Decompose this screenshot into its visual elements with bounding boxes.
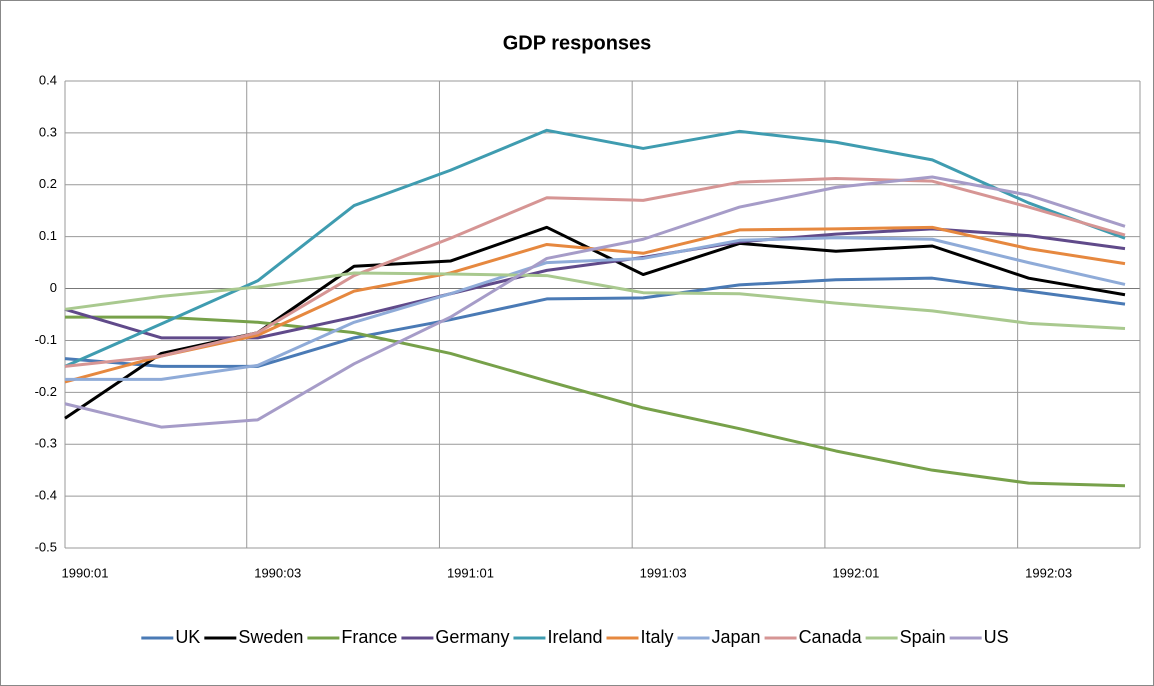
legend-label: France bbox=[341, 627, 397, 647]
y-tick-label: 0.3 bbox=[39, 124, 57, 139]
legend-label: Spain bbox=[900, 627, 946, 647]
legend-label: Germany bbox=[435, 627, 509, 647]
series-line bbox=[64, 271, 1126, 331]
y-tick-label: -0.5 bbox=[35, 539, 57, 554]
legend-label: US bbox=[984, 627, 1009, 647]
x-tick-label: 1992:01 bbox=[832, 565, 879, 580]
y-tick-label: 0.4 bbox=[39, 72, 57, 87]
x-tick-label: 1991:01 bbox=[447, 565, 494, 580]
y-tick-label: 0.2 bbox=[39, 176, 57, 191]
series-line bbox=[64, 177, 1126, 368]
legend-label: Canada bbox=[799, 627, 863, 647]
legend-label: UK bbox=[175, 627, 200, 647]
legend: UK Sweden France Germany Ireland Italy Japan Ca… bbox=[141, 627, 1009, 647]
x-tick-label: 1991:03 bbox=[640, 565, 687, 580]
y-tick-label: 0.1 bbox=[39, 228, 57, 243]
legend-label: Sweden bbox=[238, 627, 303, 647]
y-tick-label: -0.2 bbox=[35, 384, 57, 399]
y-tick-label: 0 bbox=[50, 280, 57, 295]
x-tick-label: 1990:03 bbox=[254, 565, 301, 580]
y-tick-label: -0.3 bbox=[35, 436, 57, 451]
legend-label: Japan bbox=[712, 627, 761, 647]
series-line bbox=[65, 236, 1126, 381]
x-tick-label: 1990:01 bbox=[62, 565, 109, 580]
series-line bbox=[64, 175, 1126, 429]
chart-title: GDP responses bbox=[503, 32, 652, 54]
legend-label: Ireland bbox=[547, 627, 602, 647]
series-line bbox=[65, 315, 1126, 488]
y-tick-label: -0.1 bbox=[35, 332, 57, 347]
legend-label: Italy bbox=[641, 627, 674, 647]
x-tick-label: 1992:03 bbox=[1025, 565, 1072, 580]
y-tick-label: -0.4 bbox=[35, 488, 57, 503]
